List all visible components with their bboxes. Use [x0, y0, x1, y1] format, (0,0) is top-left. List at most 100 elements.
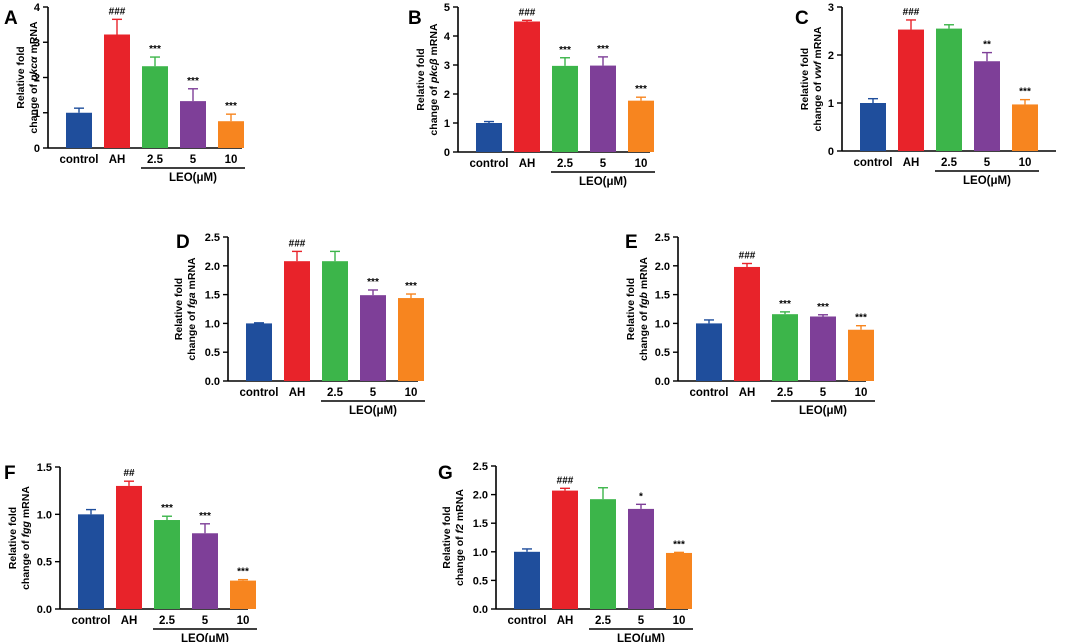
y-tick-label: 0 — [444, 147, 450, 159]
y-axis-label-gene: fgg — [20, 521, 32, 538]
significance-label: ### — [289, 238, 306, 249]
y-tick-label: 0.0 — [655, 376, 670, 388]
y-axis-label-line2: change of fga mRNA — [186, 257, 198, 361]
y-tick-label: 0.5 — [205, 347, 220, 359]
significance-label: ** — [983, 40, 991, 51]
y-axis-label-line1: Relative fold — [625, 278, 637, 340]
y-tick-label: 1.0 — [205, 318, 220, 330]
bar-5 — [192, 533, 218, 609]
y-tick-label: 0.5 — [655, 347, 670, 359]
x-tick-label: 2.5 — [327, 387, 344, 399]
bar-2-5 — [322, 261, 348, 381]
bar-control — [860, 103, 886, 151]
y-tick-label: 2.0 — [655, 261, 670, 273]
significance-label: *** — [1019, 87, 1031, 98]
y-axis-label-prefix: change of — [638, 308, 650, 361]
y-tick-label: 2 — [34, 73, 40, 85]
significance-label: ### — [557, 475, 574, 486]
significance-label: ### — [109, 6, 126, 17]
y-axis-label-suffix: mRNA — [20, 486, 32, 521]
significance-label: *** — [855, 313, 867, 324]
x-tick-label: control — [690, 387, 729, 399]
x-tick-label: AH — [557, 615, 574, 627]
panel-letter: G — [438, 463, 453, 484]
y-tick-label: 1 — [444, 118, 450, 130]
x-tick-label: 2.5 — [777, 387, 794, 399]
y-axis-label-suffix: mRNA — [186, 257, 198, 292]
y-axis-label-line2: change of fgb mRNA — [638, 257, 650, 361]
x-tick-label: control — [72, 615, 111, 627]
y-tick-label: 3 — [34, 37, 40, 49]
y-axis-label-gene: f2 — [454, 524, 466, 533]
bar-AH — [284, 261, 310, 381]
x-tick-label: AH — [519, 158, 536, 170]
bar-control — [78, 514, 104, 609]
x-tick-label: AH — [903, 157, 920, 169]
significance-label: *** — [673, 539, 685, 550]
y-tick-label: 4 — [34, 2, 41, 14]
significance-label: *** — [559, 45, 571, 56]
bar-5 — [810, 316, 836, 381]
y-tick-label: 1.5 — [655, 290, 670, 302]
x-tick-label: AH — [289, 387, 306, 399]
y-axis-label-prefix: change of — [20, 537, 32, 590]
panel-e: E 0.0 0.5 1.0 1.5 2.0 2.5 Relative foldchange o… — [625, 232, 875, 417]
x-tick-label: 2.5 — [159, 615, 176, 627]
y-axis-label: Relative foldchange of vwf mRNA — [799, 26, 824, 131]
significance-label: *** — [367, 277, 379, 288]
panel-letter: C — [795, 8, 809, 29]
y-tick-label: 4 — [444, 31, 451, 43]
y-axis-label-line1: Relative fold — [441, 506, 453, 568]
y-tick-label: 2.5 — [473, 461, 488, 473]
y-axis-label-suffix: mRNA — [812, 26, 824, 61]
x-tick-label: 5 — [600, 158, 607, 170]
significance-label: *** — [779, 299, 791, 310]
x-tick-label: 2.5 — [557, 158, 574, 170]
y-axis-label: Relative foldchange of fgg mRNA — [7, 486, 32, 590]
y-tick-label: 1.5 — [205, 290, 220, 302]
y-tick-label: 0.0 — [37, 604, 52, 616]
y-axis-label-suffix: mRNA — [428, 23, 440, 58]
x-tick-label: 10 — [237, 615, 250, 627]
y-tick-label: 1 — [34, 108, 40, 120]
y-tick-label: 3 — [828, 2, 834, 14]
x-tick-label: control — [854, 157, 893, 169]
group-label: LEO(μM) — [349, 405, 397, 417]
y-axis-label-line1: Relative fold — [7, 507, 19, 569]
y-tick-label: 0.5 — [473, 575, 488, 587]
y-tick-label: 0.5 — [37, 557, 52, 569]
panel-letter: A — [4, 8, 18, 29]
bar-10 — [1012, 104, 1038, 151]
y-axis-label-gene: fgb — [638, 292, 650, 309]
y-axis-label-gene: pkcβ — [428, 58, 440, 84]
significance-label: *** — [187, 76, 199, 87]
y-tick-label: 1 — [828, 98, 834, 110]
panel-letter: F — [4, 463, 16, 484]
significance-label: *** — [237, 567, 249, 578]
y-tick-label: 2 — [444, 89, 450, 101]
y-axis-label: Relative foldchange of f2 mRNA — [441, 489, 466, 586]
y-axis-label-prefix: change of — [428, 83, 440, 136]
y-axis-label-line1: Relative fold — [15, 46, 27, 108]
y-tick-label: 0 — [34, 143, 40, 155]
group-label: LEO(μM) — [963, 175, 1011, 187]
bar-AH — [104, 34, 130, 149]
y-tick-label: 3 — [444, 60, 450, 72]
y-axis-label: Relative foldchange of fga mRNA — [173, 257, 198, 361]
panel-letter: B — [408, 8, 422, 29]
y-axis-label-line2: change of fgg mRNA — [20, 486, 32, 590]
bar-2-5 — [590, 499, 616, 609]
x-tick-label: 10 — [1019, 157, 1032, 169]
bar-2-5 — [154, 520, 180, 609]
y-axis-label-prefix: change of — [28, 81, 40, 134]
bar-10 — [848, 329, 874, 381]
significance-label: *** — [597, 44, 609, 55]
y-axis-label-suffix: mRNA — [454, 489, 466, 524]
x-tick-label: 5 — [202, 615, 209, 627]
bar-control — [476, 123, 502, 152]
bar-5 — [628, 508, 654, 609]
bar-control — [66, 112, 92, 148]
x-tick-label: 10 — [855, 387, 868, 399]
x-tick-label: 2.5 — [595, 615, 612, 627]
